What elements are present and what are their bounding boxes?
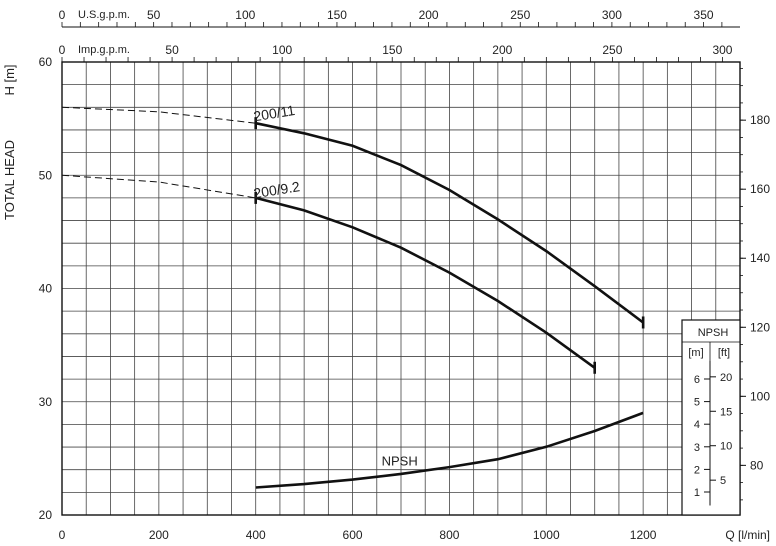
curve-200-11 bbox=[255, 121, 644, 324]
curve-label-200-11: 200/11 bbox=[252, 102, 296, 124]
usgpm-tick-label: 150 bbox=[327, 8, 347, 22]
npsh-box-frame bbox=[681, 319, 741, 516]
npsh-ft-tick-label: 15 bbox=[720, 406, 732, 418]
y-ft-tick-label: 180 bbox=[750, 113, 770, 127]
x-tick-label: 800 bbox=[439, 528, 459, 542]
grid bbox=[61, 61, 741, 516]
npsh-ft-tick-label: 10 bbox=[720, 441, 732, 453]
impgpm-tick-label: 250 bbox=[602, 43, 622, 57]
axes: 0 200 400 600 800 1000 12002030405060801001201… bbox=[39, 8, 771, 542]
curve-label-200-9-2: 200/9.2 bbox=[252, 178, 301, 201]
y-tick-label: 50 bbox=[39, 168, 53, 182]
x-tick-label: 1000 bbox=[533, 528, 560, 542]
x-tick-label: 200 bbox=[149, 528, 169, 542]
y-ft-tick-label: 100 bbox=[750, 389, 770, 403]
npsh-ft-tick-label: 20 bbox=[720, 372, 732, 384]
curve-200-9-2 bbox=[255, 196, 596, 369]
npsh-unit-m: [m] bbox=[688, 347, 703, 359]
x-tick-label: 600 bbox=[343, 528, 363, 542]
y-axis-title: TOTAL HEAD bbox=[2, 140, 17, 220]
y-tick-label: 60 bbox=[39, 55, 53, 69]
usgpm-tick-label: 300 bbox=[602, 8, 622, 22]
usgpm-tick-label: 250 bbox=[510, 8, 530, 22]
y-ft-tick-label: 140 bbox=[750, 251, 770, 265]
y-ft-tick-label: 120 bbox=[750, 320, 770, 334]
npsh-box-title: NPSH bbox=[698, 327, 729, 339]
x-tick-label: 1200 bbox=[630, 528, 657, 542]
impgpm-tick-label: 150 bbox=[382, 43, 402, 57]
x-tick-label: 400 bbox=[246, 528, 266, 542]
impgpm-label: Imp.g.p.m. bbox=[78, 44, 130, 56]
usgpm-tick-label: 100 bbox=[235, 8, 255, 22]
y-axis-unit: H [m] bbox=[2, 64, 17, 95]
y-tick-label: 20 bbox=[39, 508, 53, 522]
npsh-m-tick-label: 4 bbox=[694, 419, 700, 431]
npsh-ft-tick-label: 5 bbox=[720, 475, 726, 487]
x-axis-title: Q [l/min] bbox=[725, 528, 770, 542]
usgpm-label: U.S.g.p.m. bbox=[78, 9, 130, 21]
impgpm-tick-label: 0 bbox=[59, 43, 66, 57]
usgpm-tick-label: 0 bbox=[59, 8, 66, 22]
y-tick-label: 30 bbox=[39, 395, 53, 409]
impgpm-tick-label: 50 bbox=[165, 43, 179, 57]
usgpm-tick-label: 350 bbox=[694, 8, 714, 22]
npsh-unit-ft: [ft] bbox=[718, 347, 730, 359]
npsh-curve bbox=[255, 411, 644, 489]
npsh-curve-label: NPSH bbox=[382, 454, 418, 469]
curves: 200/11 200/9.2 NPSH bbox=[61, 102, 645, 489]
impgpm-tick-label: 200 bbox=[492, 43, 512, 57]
y-ft-tick-label: 160 bbox=[750, 182, 770, 196]
x-tick-label: 0 bbox=[59, 528, 66, 542]
npsh-m-tick-label: 2 bbox=[694, 464, 700, 476]
npsh-m-tick-label: 5 bbox=[694, 397, 700, 409]
npsh-scale-box: 1 2 3 4 5 6 5 10 15 20 bbox=[681, 319, 741, 516]
impgpm-tick-label: 300 bbox=[712, 43, 732, 57]
impgpm-tick-label: 100 bbox=[272, 43, 292, 57]
npsh-m-tick-label: 1 bbox=[694, 487, 700, 499]
usgpm-tick-label: 50 bbox=[147, 8, 161, 22]
y-tick-label: 40 bbox=[39, 282, 53, 296]
usgpm-tick-label: 200 bbox=[419, 8, 439, 22]
npsh-m-tick-label: 3 bbox=[694, 442, 700, 454]
y-ft-tick-label: 80 bbox=[750, 458, 764, 472]
npsh-m-tick-label: 6 bbox=[694, 374, 700, 386]
